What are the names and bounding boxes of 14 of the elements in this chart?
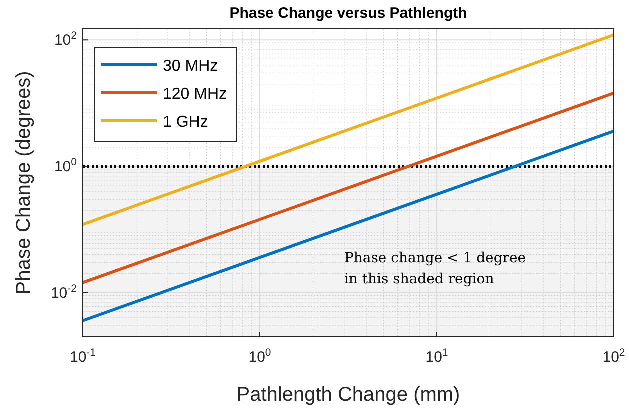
chart-title: Phase Change versus Pathlength <box>230 5 468 22</box>
x-tick-label: 10$^{2}$ <box>602 347 626 366</box>
legend-label: 1 GHz <box>163 114 208 131</box>
y-tick-label: 10$^{2}$ <box>54 30 78 50</box>
legend-label: 120 MHz <box>163 86 228 103</box>
y-tick-label: 10$^{-2}$ <box>50 282 78 302</box>
y-tick-label: 10$^{0}$ <box>54 156 78 176</box>
legend-label: 30 MHz <box>163 58 218 75</box>
x-tick-label: 10$^{-1}$ <box>70 347 96 366</box>
y-axis-title: Phase Change (degrees) <box>13 71 35 295</box>
x-tick-label: 10$^{1}$ <box>426 347 448 366</box>
x-axis-title: Pathlength Change (mm) <box>236 384 460 406</box>
x-tick-label: 10$^{0}$ <box>248 347 272 366</box>
band-label: Phase change < 1 degree in this shaded region <box>344 250 526 288</box>
